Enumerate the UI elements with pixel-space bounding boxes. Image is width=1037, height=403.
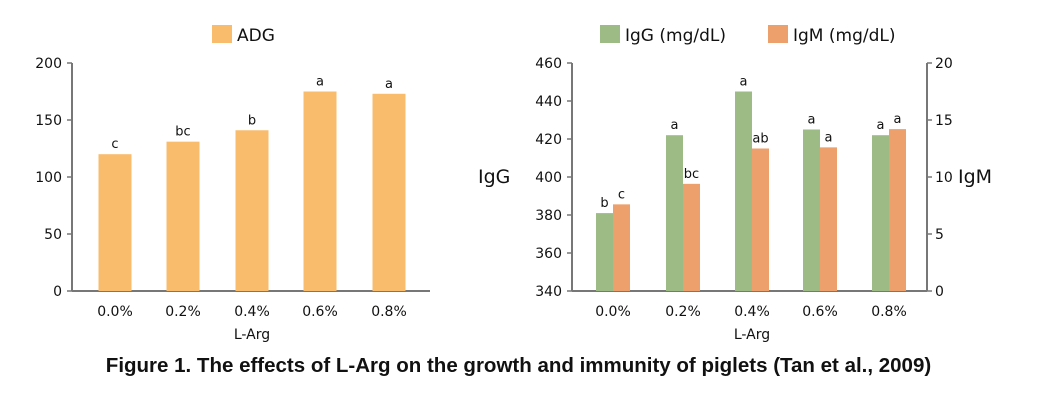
legend-label-igg: IgG (mg/dL) xyxy=(625,26,726,46)
y-tick-label: 380 xyxy=(535,208,562,224)
bar-adg xyxy=(372,93,406,291)
x-tick-label: 0.4% xyxy=(734,304,770,320)
y2-tick-label: 0 xyxy=(935,284,944,300)
x-tick-label: 0.6% xyxy=(802,304,838,320)
y-tick-label: 420 xyxy=(535,132,562,148)
y-tick-label: 0 xyxy=(53,284,62,300)
bar-adg xyxy=(235,130,269,291)
bar-igm xyxy=(752,148,769,291)
significance-label: bc xyxy=(175,125,190,140)
y-tick-label: 150 xyxy=(35,113,62,129)
x-tick-label: 0.2% xyxy=(665,304,701,320)
y-axis-label: IgG xyxy=(478,166,510,188)
y2-axis-label: IgM xyxy=(958,166,992,188)
significance-label-igg: a xyxy=(808,113,816,128)
bar-igg xyxy=(666,135,683,291)
x-tick-label: 0.8% xyxy=(371,304,407,320)
bar-igm xyxy=(889,129,906,291)
x-tick-label: 0.2% xyxy=(165,304,201,320)
x-tick-label: 0.4% xyxy=(234,304,270,320)
bar-adg xyxy=(303,91,337,291)
y-tick-label: 360 xyxy=(535,246,562,262)
y-tick-label: 340 xyxy=(535,284,562,300)
y-tick-label: 400 xyxy=(535,170,562,186)
bar-igg xyxy=(872,135,889,291)
y2-tick-label: 20 xyxy=(935,56,953,72)
significance-label-igm: a xyxy=(825,130,833,145)
legend-label-igm: IgM (mg/dL) xyxy=(793,26,895,46)
legend-label-adg: ADG xyxy=(237,26,275,46)
y-tick-label: 50 xyxy=(44,227,62,243)
significance-label: c xyxy=(111,137,118,152)
bar-igg xyxy=(803,129,820,291)
figure-caption: Figure 1. The effects of L-Arg on the gr… xyxy=(105,354,932,377)
significance-label-igg: b xyxy=(600,196,608,211)
significance-label-igg: a xyxy=(740,75,748,90)
significance-label-igg: a xyxy=(671,118,679,133)
significance-label: b xyxy=(248,113,256,128)
significance-label-igg: a xyxy=(877,118,885,133)
y-tick-label: 100 xyxy=(35,170,62,186)
bar-adg xyxy=(98,154,132,291)
legend-swatch-igm xyxy=(768,25,788,43)
significance-label-igm: bc xyxy=(684,167,699,182)
significance-label: a xyxy=(385,77,393,92)
x-tick-label: 0.0% xyxy=(97,304,133,320)
y-tick-label: 200 xyxy=(35,56,62,72)
significance-label-igm: ab xyxy=(752,132,768,147)
y2-tick-label: 5 xyxy=(935,227,944,243)
x-axis-label: L-Arg xyxy=(734,327,770,343)
y2-tick-label: 15 xyxy=(935,113,953,129)
bar-igm xyxy=(683,183,700,291)
bar-adg xyxy=(166,141,200,291)
x-tick-label: 0.8% xyxy=(871,304,907,320)
bar-igm xyxy=(820,147,837,291)
significance-label-igm: a xyxy=(894,112,902,127)
bar-igg xyxy=(596,213,613,291)
y-tick-label: 440 xyxy=(535,94,562,110)
y-tick-label: 460 xyxy=(535,56,562,72)
bar-igm xyxy=(613,204,630,291)
significance-label-igm: c xyxy=(618,187,625,202)
x-tick-label: 0.0% xyxy=(595,304,631,320)
y2-tick-label: 10 xyxy=(935,170,953,186)
x-tick-label: 0.6% xyxy=(302,304,338,320)
legend-swatch-adg xyxy=(212,25,232,43)
bar-igg xyxy=(735,91,752,291)
x-axis-label: L-Arg xyxy=(234,327,270,343)
legend-swatch-igg xyxy=(600,25,620,43)
significance-label: a xyxy=(316,75,324,90)
